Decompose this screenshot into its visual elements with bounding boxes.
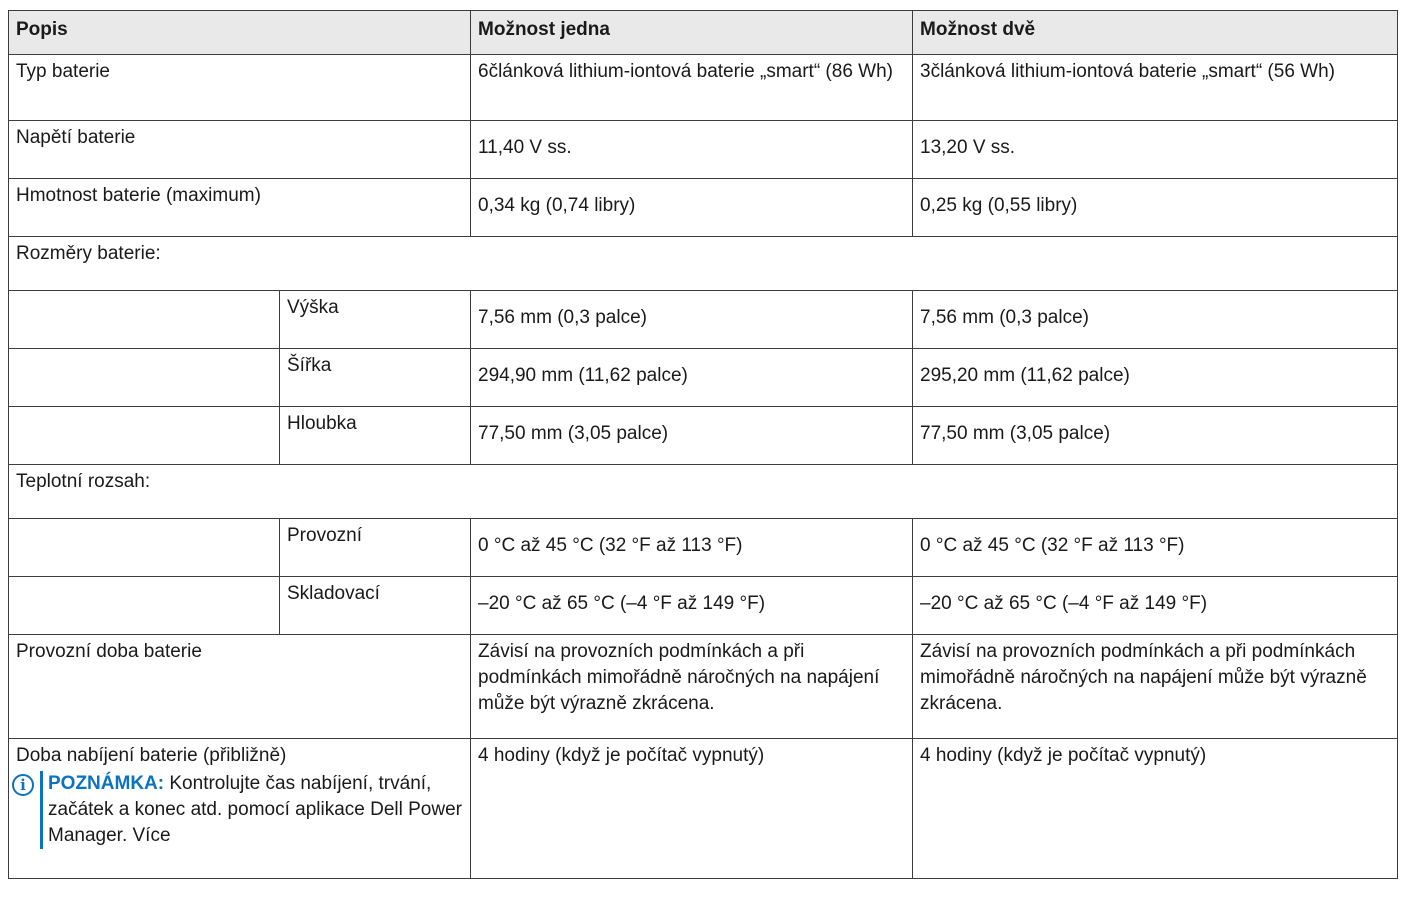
note-text: Kontrolujte čas nabíjení, trvání, začáte… — [48, 773, 462, 846]
cell-value: 3článková lithium-iontová baterie „smart… — [912, 54, 1399, 121]
row-label: Provozní — [278, 518, 472, 577]
row-label: Napětí baterie — [7, 120, 472, 179]
row-label: Šířka — [278, 348, 472, 407]
row-label: Typ baterie — [7, 54, 472, 121]
empty-cell — [8, 576, 280, 635]
cell-value: –20 °C až 65 °C (–4 °F až 149 °F) — [470, 576, 914, 635]
cell-value: Závisí na provozních podmínkách a při po… — [470, 634, 914, 739]
section-row: Rozměry baterie: — [7, 236, 1399, 291]
table-row: Skladovací –20 °C až 65 °C (–4 °F až 149… — [8, 576, 1399, 635]
empty-cell — [8, 518, 280, 577]
row-label: Skladovací — [278, 576, 472, 635]
table-row: Typ baterie 6článková lithium-iontová ba… — [7, 54, 1399, 121]
table-row: Výška 7,56 mm (0,3 palce) 7,56 mm (0,3 p… — [8, 290, 1399, 349]
info-icon: i — [12, 774, 34, 796]
note-body: POZNÁMKA: Kontrolujte čas nabíjení, trvá… — [40, 771, 462, 849]
cell-value: 4 hodiny (když je počítač vypnutý) — [470, 738, 914, 879]
header-description: Popis — [7, 10, 472, 55]
cell-value: 4 hodiny (když je počítač vypnutý) — [912, 738, 1399, 879]
header-option-one: Možnost jedna — [470, 10, 914, 55]
battery-spec-table: Popis Možnost jedna Možnost dvě Typ bate… — [7, 10, 1399, 879]
cell-value: Závisí na provozních podmínkách a při po… — [912, 634, 1399, 739]
cell-value: 77,50 mm (3,05 palce) — [912, 406, 1399, 465]
section-row: Teplotní rozsah: — [7, 464, 1399, 519]
empty-cell — [8, 348, 280, 407]
cell-value: 294,90 mm (11,62 palce) — [470, 348, 914, 407]
table-row: Provozní doba baterie Závisí na provozní… — [7, 634, 1399, 739]
note-box: i POZNÁMKA: Kontrolujte čas nabíjení, tr… — [12, 771, 462, 849]
section-label: Teplotní rozsah: — [7, 464, 1399, 519]
cell-value: 0,34 kg (0,74 libry) — [470, 178, 914, 237]
table-row: Hloubka 77,50 mm (3,05 palce) 77,50 mm (… — [8, 406, 1399, 465]
cell-value: 6článková lithium-iontová baterie „smart… — [470, 54, 914, 121]
row-label: Doba nabíjení baterie (přibližně) — [16, 745, 287, 766]
header-option-two: Možnost dvě — [912, 10, 1399, 55]
cell-value: 295,20 mm (11,62 palce) — [912, 348, 1399, 407]
table-row: Doba nabíjení baterie (přibližně) i POZN… — [7, 738, 1399, 879]
row-label-with-note: Doba nabíjení baterie (přibližně) i POZN… — [7, 738, 472, 879]
table-header-row: Popis Možnost jedna Možnost dvě — [7, 10, 1399, 55]
table-row: Šířka 294,90 mm (11,62 palce) 295,20 mm … — [8, 348, 1399, 407]
cell-value: 0 °C až 45 °C (32 °F až 113 °F) — [912, 518, 1399, 577]
empty-cell — [8, 406, 280, 465]
cell-value: 77,50 mm (3,05 palce) — [470, 406, 914, 465]
table-row: Provozní 0 °C až 45 °C (32 °F až 113 °F)… — [8, 518, 1399, 577]
section-label: Rozměry baterie: — [7, 236, 1399, 291]
cell-value: 7,56 mm (0,3 palce) — [470, 290, 914, 349]
row-label: Hmotnost baterie (maximum) — [7, 178, 472, 237]
cell-value: 13,20 V ss. — [912, 120, 1399, 179]
row-label: Provozní doba baterie — [7, 634, 472, 739]
empty-cell — [8, 290, 280, 349]
table-row: Napětí baterie 11,40 V ss. 13,20 V ss. — [7, 120, 1399, 179]
cell-value: 0,25 kg (0,55 libry) — [912, 178, 1399, 237]
cell-value: –20 °C až 65 °C (–4 °F až 149 °F) — [912, 576, 1399, 635]
table-row: Hmotnost baterie (maximum) 0,34 kg (0,74… — [7, 178, 1399, 237]
cell-value: 11,40 V ss. — [470, 120, 914, 179]
cell-value: 7,56 mm (0,3 palce) — [912, 290, 1399, 349]
note-label: POZNÁMKA: — [48, 773, 165, 794]
cell-value: 0 °C až 45 °C (32 °F až 113 °F) — [470, 518, 914, 577]
row-label: Výška — [278, 290, 472, 349]
row-label: Hloubka — [278, 406, 472, 465]
